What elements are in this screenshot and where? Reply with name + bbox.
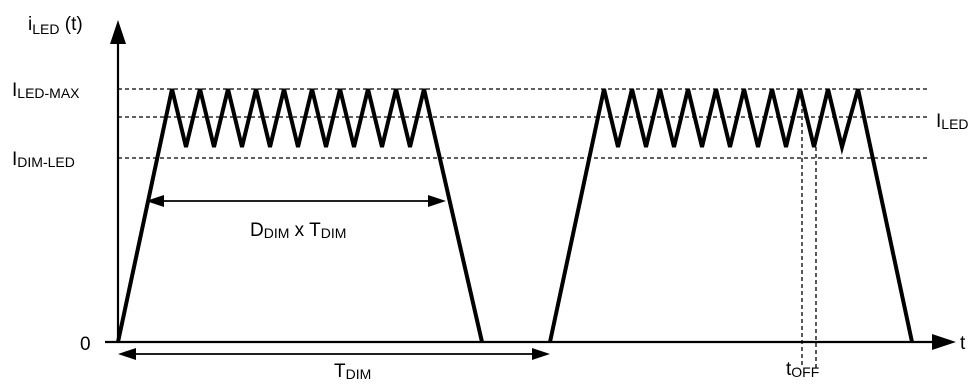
on-time-arrowhead-right <box>428 195 446 207</box>
on-time-arrowhead-left <box>146 195 164 207</box>
current-waveform-pulse-2 <box>548 88 914 343</box>
off-time-label: tOFF <box>786 359 819 380</box>
period-label: TDIM <box>334 361 371 382</box>
y-axis-label: iLED (t) <box>28 14 83 37</box>
level-max-label: ILED-MAX <box>12 80 80 101</box>
period-arrowhead-left <box>118 348 136 360</box>
zero-label: 0 <box>80 334 91 355</box>
level-dim-label: IDIM-LED <box>12 149 75 170</box>
period-arrowhead-right <box>532 348 550 360</box>
on-time-label: DDIM x TDIM <box>250 220 346 241</box>
y-axis-arrowhead <box>110 20 126 44</box>
x-axis-arrowhead <box>932 334 956 350</box>
current-waveform-pulse-1 <box>116 88 484 343</box>
x-axis-label: t <box>960 333 966 354</box>
level-avg-label: ILED <box>936 111 969 132</box>
